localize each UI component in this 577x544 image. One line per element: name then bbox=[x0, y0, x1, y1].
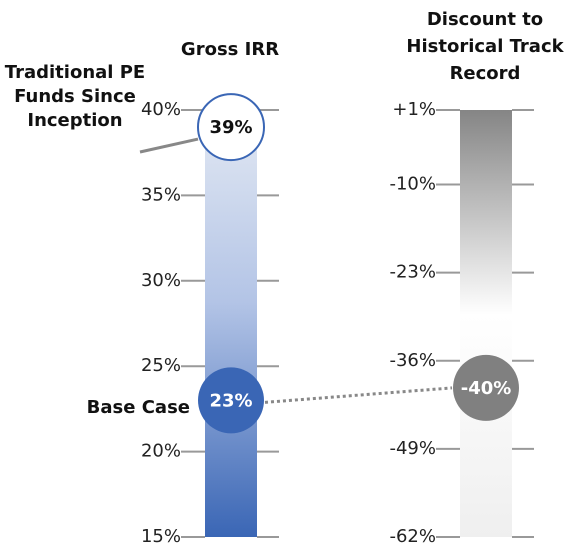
y-tick-label: 15% bbox=[141, 526, 181, 544]
chart-title: Gross IRR bbox=[180, 39, 280, 60]
y-tick-label: -62% bbox=[389, 526, 436, 544]
value-label: 39% bbox=[209, 117, 252, 138]
annotation: Traditional PE Funds Since Inception bbox=[4, 62, 146, 131]
connector bbox=[264, 386, 453, 404]
marker bbox=[453, 354, 519, 421]
value-label: -40% bbox=[461, 378, 512, 399]
y-tick-label: +1% bbox=[392, 99, 436, 120]
y-tick-label: 30% bbox=[141, 270, 181, 291]
y-tick-label: 25% bbox=[141, 355, 181, 376]
chart-title: Discount to Historical Track Record bbox=[406, 9, 564, 84]
scale-bar bbox=[205, 110, 257, 537]
scale-bar bbox=[460, 110, 512, 537]
leader-line bbox=[139, 137, 199, 154]
y-tick-label: -36% bbox=[389, 350, 436, 371]
marker bbox=[198, 367, 264, 434]
y-tick-label: 20% bbox=[141, 441, 181, 462]
y-tick-label: -23% bbox=[389, 262, 436, 283]
value-label: 23% bbox=[209, 390, 252, 411]
y-tick-label: 40% bbox=[141, 99, 181, 120]
annotation: Base Case bbox=[86, 397, 190, 418]
marker bbox=[197, 93, 265, 162]
y-tick-label: -10% bbox=[389, 174, 436, 195]
y-tick-label: 35% bbox=[141, 184, 181, 205]
y-tick-label: -49% bbox=[389, 438, 436, 459]
